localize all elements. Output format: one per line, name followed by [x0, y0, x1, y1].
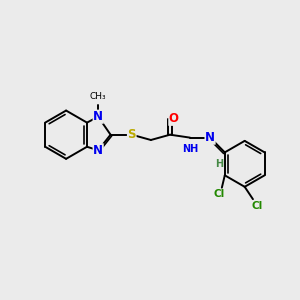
Text: NH: NH [182, 144, 198, 154]
Text: H: H [215, 159, 223, 169]
Text: CH₃: CH₃ [90, 92, 106, 101]
Text: Cl: Cl [251, 201, 263, 211]
Text: N: N [93, 110, 103, 123]
Text: O: O [169, 112, 179, 125]
Text: S: S [128, 128, 136, 141]
Text: N: N [93, 144, 103, 157]
Text: Cl: Cl [214, 189, 225, 199]
Text: N: N [205, 131, 215, 144]
